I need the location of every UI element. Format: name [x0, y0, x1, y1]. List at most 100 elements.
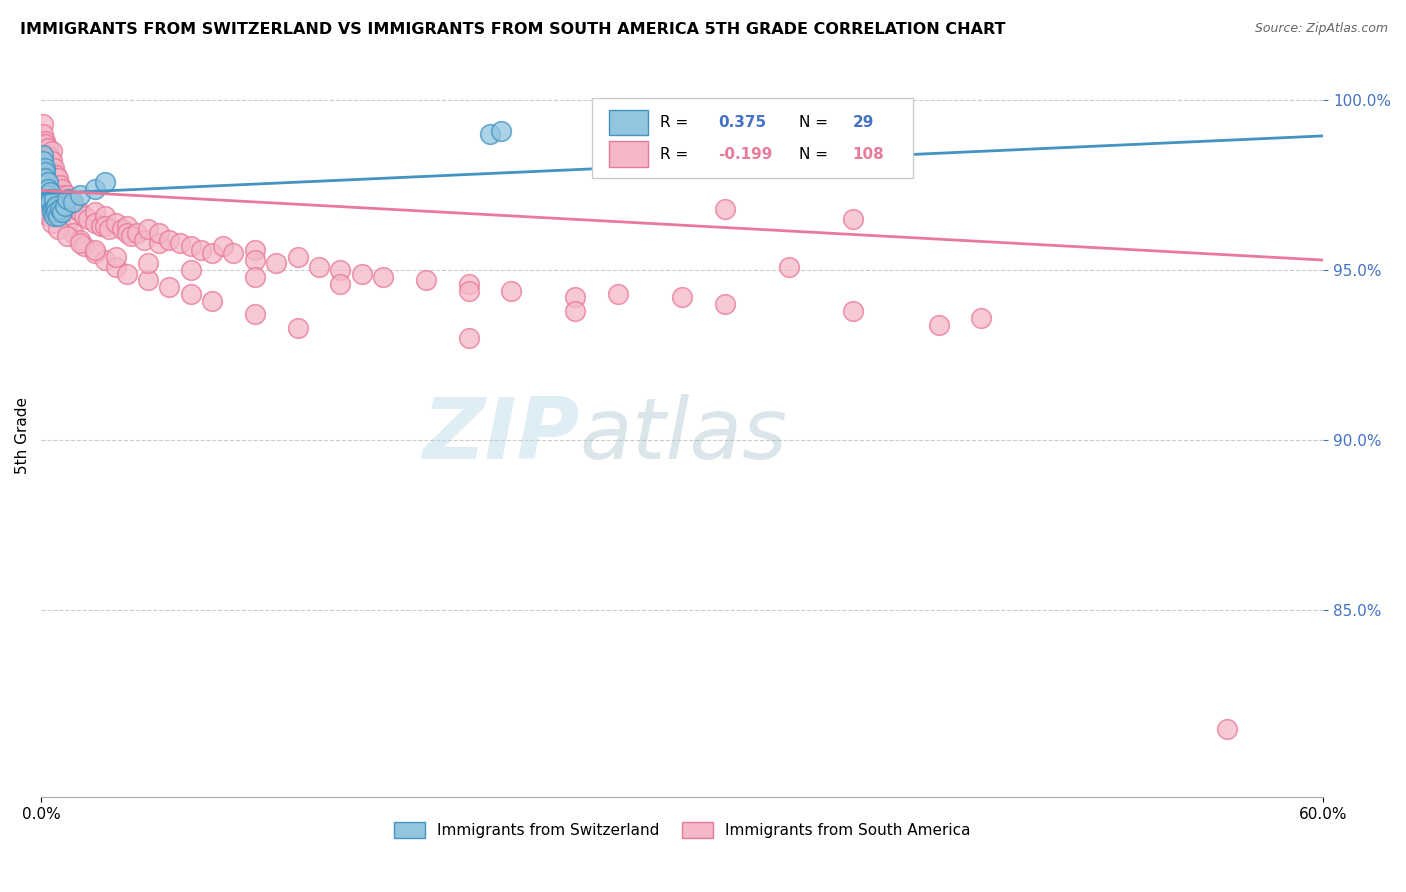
Point — [148, 226, 170, 240]
Point — [32, 202, 55, 216]
Point — [111, 222, 134, 236]
Point — [49, 212, 72, 227]
Point — [714, 297, 737, 311]
Point — [38, 195, 60, 210]
Y-axis label: 5th Grade: 5th Grade — [15, 397, 30, 474]
Point — [83, 243, 105, 257]
Point — [478, 127, 501, 141]
Point — [83, 205, 105, 219]
Point — [41, 164, 63, 178]
Point — [46, 209, 69, 223]
Point — [243, 253, 266, 268]
Point — [46, 222, 69, 236]
Point — [42, 161, 65, 176]
Point — [34, 185, 56, 199]
Point — [115, 219, 138, 233]
Point — [51, 205, 73, 219]
Point — [37, 192, 59, 206]
Point — [201, 293, 224, 308]
Point — [98, 222, 121, 236]
Point — [115, 267, 138, 281]
Text: R =: R = — [661, 146, 693, 161]
Point — [69, 205, 91, 219]
Point — [45, 168, 67, 182]
Point — [42, 202, 65, 216]
Point — [671, 290, 693, 304]
Point — [115, 226, 138, 240]
Point — [45, 205, 67, 219]
Point — [201, 246, 224, 260]
Point — [136, 222, 159, 236]
Point — [69, 188, 91, 202]
Point — [94, 175, 117, 189]
Point — [157, 233, 180, 247]
Point — [65, 202, 87, 216]
Point — [51, 181, 73, 195]
Point — [564, 304, 586, 318]
Point — [607, 287, 630, 301]
Point — [55, 188, 77, 202]
Point — [34, 164, 56, 178]
Point — [32, 147, 55, 161]
Point — [60, 192, 83, 206]
Point — [58, 195, 80, 210]
Point — [264, 256, 287, 270]
Point — [190, 243, 212, 257]
Point — [94, 209, 117, 223]
Point — [157, 280, 180, 294]
Point — [120, 229, 142, 244]
Point — [90, 219, 112, 233]
Text: -0.199: -0.199 — [718, 146, 772, 161]
Point — [350, 267, 373, 281]
Point — [94, 219, 117, 233]
Point — [371, 270, 394, 285]
Point — [41, 145, 63, 159]
Point — [329, 263, 352, 277]
Point — [83, 246, 105, 260]
Text: 29: 29 — [852, 115, 875, 129]
Point — [32, 117, 55, 131]
Point — [42, 171, 65, 186]
Point — [104, 216, 127, 230]
Point — [42, 192, 65, 206]
Text: atlas: atlas — [579, 393, 787, 476]
Point — [42, 209, 65, 223]
Point — [37, 181, 59, 195]
Point — [37, 147, 59, 161]
Point — [62, 195, 84, 210]
Point — [83, 181, 105, 195]
Text: 0.375: 0.375 — [718, 115, 766, 129]
Point — [38, 185, 60, 199]
Point — [46, 181, 69, 195]
Bar — [609, 142, 648, 167]
Point — [55, 229, 77, 244]
Point — [49, 178, 72, 193]
Point — [45, 199, 67, 213]
Point — [136, 273, 159, 287]
Point — [37, 188, 59, 202]
Point — [329, 277, 352, 291]
Point — [489, 124, 512, 138]
Point — [49, 202, 72, 216]
Point — [32, 178, 55, 193]
Legend: Immigrants from Switzerland, Immigrants from South America: Immigrants from Switzerland, Immigrants … — [388, 816, 977, 844]
Point — [287, 250, 309, 264]
Point — [73, 209, 96, 223]
FancyBboxPatch shape — [592, 98, 912, 178]
Text: IMMIGRANTS FROM SWITZERLAND VS IMMIGRANTS FROM SOUTH AMERICA 5TH GRADE CORRELATI: IMMIGRANTS FROM SWITZERLAND VS IMMIGRANT… — [20, 22, 1005, 37]
Point — [243, 270, 266, 285]
Point — [180, 263, 202, 277]
Point — [55, 192, 77, 206]
Point — [457, 284, 479, 298]
Point — [501, 284, 523, 298]
Point — [41, 154, 63, 169]
Point — [32, 154, 55, 169]
Point — [457, 277, 479, 291]
Point — [243, 308, 266, 322]
Point — [222, 246, 245, 260]
Point — [169, 235, 191, 250]
Text: ZIP: ZIP — [422, 393, 579, 476]
Bar — [609, 110, 648, 135]
Point — [243, 243, 266, 257]
Point — [148, 235, 170, 250]
